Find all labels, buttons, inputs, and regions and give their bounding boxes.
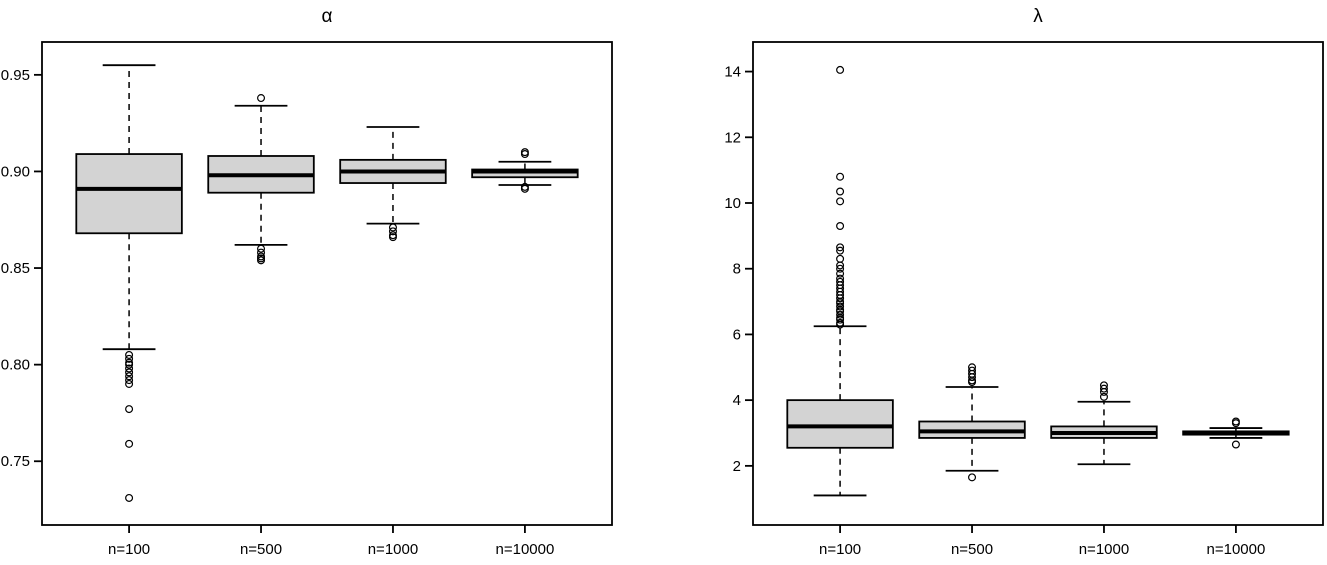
outlier-point — [836, 187, 845, 196]
iqr-box — [75, 153, 183, 235]
outlier-point — [1231, 440, 1240, 449]
lambda-boxplot-chart: λ 2 4 6 8 10 12 14 n=100 n=500 n=1000 n=10000 — [724, 6, 1324, 558]
x-tick-label: n=10000 — [496, 541, 555, 558]
y-tick-label: 6 — [733, 326, 741, 343]
outlier-point — [1099, 384, 1108, 393]
outlier-point — [125, 405, 134, 414]
outlier-point — [836, 274, 845, 283]
iqr-box — [786, 399, 894, 449]
outlier-point — [836, 65, 845, 74]
alpha-boxplot-chart: α 0.75 0.80 0.85 0.90 0.95 n=100 n=500 n=1000 n=1… — [1, 6, 613, 558]
y-tick-label: 0.95 — [1, 67, 30, 84]
y-tick-label: 0.85 — [1, 260, 30, 277]
plot-border — [752, 41, 1324, 526]
chart-title: α — [322, 6, 333, 27]
outlier-point — [125, 379, 134, 388]
outlier-point — [257, 244, 266, 253]
outlier-point — [836, 197, 845, 206]
outlier-point — [257, 94, 266, 103]
outlier-point — [257, 256, 266, 265]
outlier-point — [836, 302, 845, 311]
outlier-point — [125, 439, 134, 448]
y-tick-label: 14 — [724, 64, 741, 81]
plot-border — [41, 41, 613, 526]
outlier-point — [836, 277, 845, 286]
y-tick-label: 0.80 — [1, 357, 30, 374]
x-tick-label: n=500 — [951, 541, 993, 558]
lambda-panel: λ 2 4 6 8 10 12 14 n=100 n=500 n=1000 n=10000 — [663, 0, 1327, 565]
outlier-point — [388, 233, 397, 242]
outlier-point — [125, 364, 134, 373]
outlier-point — [125, 368, 134, 377]
outlier-point — [836, 318, 845, 327]
y-tick-label: 8 — [733, 261, 741, 278]
outlier-point — [520, 184, 529, 193]
x-tick-label: n=500 — [240, 541, 282, 558]
chart-title: λ — [1033, 6, 1043, 27]
outlier-point — [125, 354, 134, 363]
outlier-point — [836, 310, 845, 319]
outlier-point — [125, 372, 134, 381]
x-tick-label: n=100 — [819, 541, 861, 558]
outlier-point — [125, 376, 134, 385]
y-tick-label: 0.75 — [1, 453, 30, 470]
outlier-point — [388, 227, 397, 236]
outlier-point — [836, 246, 845, 255]
x-tick-label: n=100 — [108, 541, 150, 558]
outlier-point — [1099, 381, 1108, 390]
outlier-point — [836, 269, 845, 278]
x-tick-label: n=10000 — [1207, 541, 1266, 558]
y-tick-label: 10 — [724, 195, 741, 212]
outlier-point — [836, 254, 845, 263]
outlier-point — [520, 150, 529, 159]
outlier-point — [125, 493, 134, 502]
outlier-point — [836, 172, 845, 181]
y-tick-label: 2 — [733, 458, 741, 475]
x-tick-label: n=1000 — [368, 541, 418, 558]
outlier-point — [388, 223, 397, 232]
outlier-point — [836, 243, 845, 252]
alpha-panel: α 0.75 0.80 0.85 0.90 0.95 n=100 n=500 n=1000 n=1… — [0, 0, 663, 565]
y-tick-label: 12 — [724, 129, 741, 146]
x-tick-label: n=1000 — [1079, 541, 1129, 558]
outlier-point — [257, 248, 266, 257]
outlier-point — [1231, 417, 1240, 426]
y-tick-label: 0.90 — [1, 163, 30, 180]
outlier-point — [1099, 392, 1108, 401]
outlier-point — [125, 350, 134, 359]
outlier-point — [836, 222, 845, 231]
outlier-point — [968, 366, 977, 375]
y-tick-label: 4 — [733, 392, 741, 409]
outlier-point — [968, 473, 977, 482]
outlier-point — [836, 264, 845, 273]
outlier-point — [125, 360, 134, 369]
outlier-point — [968, 363, 977, 372]
